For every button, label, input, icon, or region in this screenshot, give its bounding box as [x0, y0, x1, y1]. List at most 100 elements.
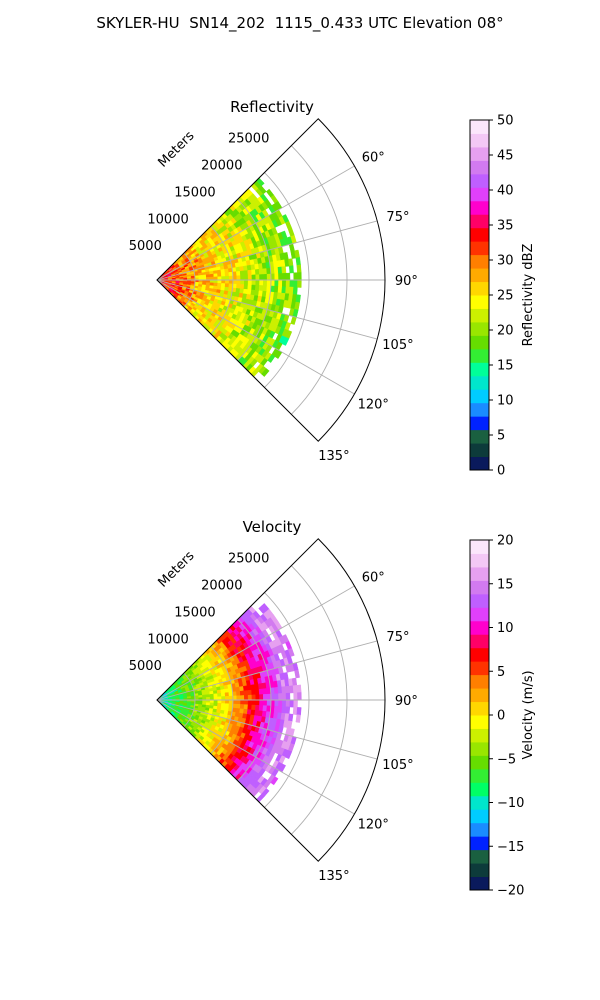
- field-cell: [225, 699, 230, 705]
- field-cell: [255, 274, 260, 281]
- field-cell: [258, 268, 264, 275]
- field-cell: [294, 669, 300, 679]
- radial-tick-label: 20000: [201, 579, 242, 594]
- field-cell: [225, 695, 230, 701]
- field-cell: [285, 750, 293, 760]
- colorbar-label: Reflectivity dBZ: [521, 244, 536, 347]
- field-cell: [236, 695, 241, 701]
- field-cell: [262, 699, 268, 707]
- field-cell: [251, 274, 257, 281]
- colorbar-tick-label: 20: [497, 534, 514, 549]
- colorbar-segment: [470, 348, 489, 363]
- colorbar-segment: [470, 173, 489, 188]
- field-cell: [297, 692, 302, 701]
- field-cell: [236, 270, 241, 277]
- colorbar-tick-label: 15: [497, 359, 514, 374]
- field-cell: [262, 273, 268, 281]
- field-cell: [243, 284, 249, 290]
- field-cell: [274, 693, 279, 701]
- azimuth-gridline: [156, 279, 355, 395]
- azimuth-tick-label: 60°: [362, 150, 385, 165]
- colorbar-tick-label: 15: [497, 577, 514, 592]
- field-cell: [295, 257, 301, 266]
- colorbar-segment: [470, 321, 489, 336]
- azimuth-tick-label: 105°: [382, 758, 413, 773]
- sector-frame: [156, 118, 386, 442]
- field-cell: [213, 273, 218, 278]
- figure-title: SKYLER-HU SN14_202 1115_0.433 UTC Elevat…: [96, 14, 504, 32]
- field-cell: [266, 693, 272, 701]
- field-cell: [217, 692, 222, 698]
- field-cell: [209, 693, 215, 698]
- field-cell: [244, 279, 249, 286]
- colorbar-tick-label: 45: [497, 149, 514, 164]
- field-cell: [247, 704, 253, 711]
- field-cell: [281, 692, 287, 701]
- field-cell: [285, 272, 291, 281]
- field-cell: [224, 272, 230, 277]
- field-cell: [213, 696, 219, 701]
- colorbar-segment: [470, 728, 489, 743]
- colorbar-segment: [470, 768, 489, 783]
- field-cell: [293, 699, 298, 708]
- colorbar-tick-label: 40: [497, 184, 514, 199]
- field-cell: [259, 694, 264, 701]
- colorbar-segment: [470, 362, 489, 377]
- colorbar-segment: [470, 540, 489, 554]
- colorbar-label: Velocity (m/s): [521, 670, 536, 759]
- velocity-colorbar: −20 −15 −10 −5 0 5 10 15 20 Velocity (m/s): [469, 534, 536, 899]
- field-cell: [262, 268, 268, 275]
- field-cell: [243, 690, 249, 696]
- field-cell: [209, 273, 215, 278]
- radial-tick-label: 25000: [228, 132, 269, 147]
- colorbar-segment: [470, 647, 489, 662]
- field-cell: [259, 274, 264, 281]
- field-cell: [213, 693, 218, 698]
- colorbar-segment: [470, 715, 489, 729]
- field-cell: [217, 699, 222, 704]
- field-cell: [205, 694, 211, 698]
- radial-tick-label: 20000: [201, 159, 242, 174]
- colorbar-segment: [470, 416, 489, 431]
- field-cell: [232, 695, 238, 701]
- colorbar-tick-label: 25: [497, 289, 514, 304]
- field-cell: [296, 264, 302, 273]
- field-cell: [205, 274, 211, 278]
- field-cell: [217, 276, 222, 281]
- colorbar-segment: [470, 120, 489, 134]
- field-cell: [288, 258, 294, 267]
- azimuth-tick-label: 135°: [318, 869, 349, 884]
- azimuth-gridline: [156, 699, 378, 760]
- field-cell: [289, 265, 294, 274]
- radial-tick-label: 15000: [174, 605, 215, 620]
- field-cell: [251, 704, 256, 711]
- field-cell: [262, 693, 268, 701]
- field-cell: [254, 268, 260, 276]
- colorbar-segment: [470, 295, 489, 309]
- colorbar-segment: [470, 429, 489, 444]
- field-cell: [240, 695, 245, 701]
- field-cell: [255, 699, 260, 706]
- field-cell: [297, 279, 302, 288]
- field-cell: [239, 690, 245, 696]
- field-cell: [278, 699, 283, 707]
- field-cell: [236, 690, 241, 697]
- field-cell: [232, 279, 238, 285]
- field-cell: [267, 354, 276, 363]
- field-cell: [247, 269, 253, 276]
- field-cell: [262, 279, 268, 287]
- colorbar-segment: [470, 822, 489, 837]
- field-cell: [236, 699, 241, 705]
- field-cell: [258, 688, 264, 695]
- radial-tick-label: 25000: [228, 552, 269, 567]
- reflectivity-colorbar: 0 5 10 15 20 25 30 35 40 45 50 Reflectivity dBZ: [469, 114, 536, 479]
- field-cell: [251, 269, 256, 276]
- field-cell: [251, 694, 257, 701]
- colorbar-tick-label: 10: [497, 621, 514, 636]
- field-cell: [247, 694, 253, 701]
- field-cell: [274, 273, 279, 281]
- field-cell: [295, 294, 301, 303]
- colorbar-tick-label: 5: [497, 429, 505, 444]
- field-cell: [254, 688, 260, 696]
